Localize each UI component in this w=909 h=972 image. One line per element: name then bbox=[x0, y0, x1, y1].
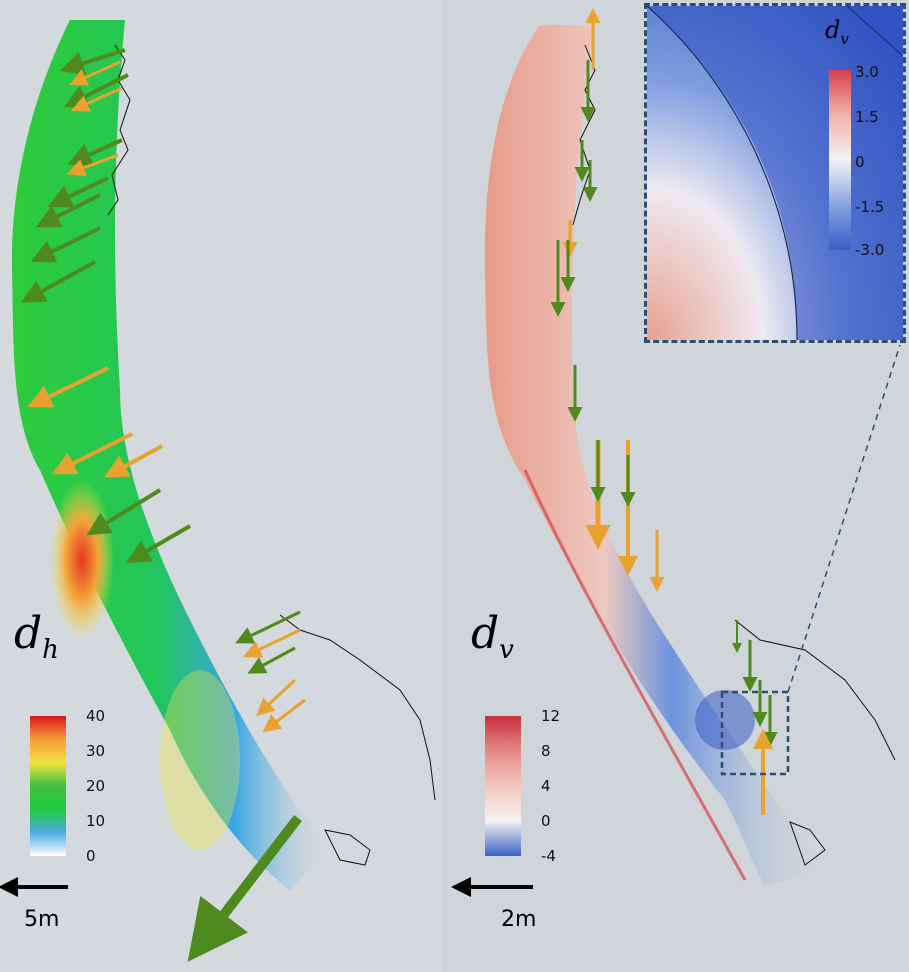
horizontal-map bbox=[0, 20, 436, 962]
dh-tick: 0 bbox=[86, 847, 96, 865]
inset-connector bbox=[787, 344, 901, 693]
dv-tick: 0 bbox=[541, 812, 551, 830]
inset-source-box bbox=[720, 690, 790, 776]
dv-colorbar: 12 8 4 0 -4 bbox=[485, 707, 560, 865]
inset-symbol: dv bbox=[825, 16, 849, 48]
zoom-inset: dv 3.0 1.5 0 -1.5 -3.0 bbox=[644, 3, 906, 343]
dh-scale-label: 5m bbox=[24, 907, 60, 932]
inset-colorbar: 3.0 1.5 0 -1.5 -3.0 bbox=[829, 63, 899, 259]
inset-tick: -3.0 bbox=[855, 241, 885, 259]
dh-colorbar-gradient bbox=[30, 716, 66, 856]
inset-tick: 1.5 bbox=[855, 108, 879, 126]
horizontal-displacement-panel: dh 40 30 20 10 0 5m bbox=[0, 0, 442, 972]
coastline bbox=[572, 44, 896, 866]
vertical-map bbox=[451, 8, 901, 897]
dv-tick: 12 bbox=[541, 707, 561, 725]
dv-tick: -4 bbox=[541, 847, 556, 865]
inset-tick: -1.5 bbox=[855, 198, 885, 216]
inset-tick: 0 bbox=[855, 153, 865, 171]
dv-symbol: dv bbox=[471, 608, 514, 665]
coastline bbox=[107, 44, 436, 801]
displacement-arrows bbox=[20, 48, 306, 962]
displacement-band bbox=[11, 20, 331, 890]
dh-tick: 10 bbox=[86, 812, 106, 830]
dv-scale-label: 2m bbox=[501, 907, 537, 932]
dh-tick: 30 bbox=[86, 742, 106, 760]
vertical-arrows bbox=[550, 8, 778, 815]
inset-tick: 3.0 bbox=[855, 63, 879, 81]
dv-tick: 4 bbox=[541, 777, 551, 795]
dh-symbol: dh bbox=[14, 608, 59, 665]
dh-tick: 40 bbox=[86, 707, 106, 725]
dh-tick: 20 bbox=[86, 777, 106, 795]
max-slip-patch bbox=[50, 480, 114, 640]
dh-colorbar: 40 30 20 10 0 bbox=[30, 707, 105, 865]
inset-colorbar-gradient bbox=[829, 70, 851, 250]
dv-colorbar-gradient bbox=[485, 716, 521, 856]
dv-tick: 8 bbox=[541, 742, 551, 760]
